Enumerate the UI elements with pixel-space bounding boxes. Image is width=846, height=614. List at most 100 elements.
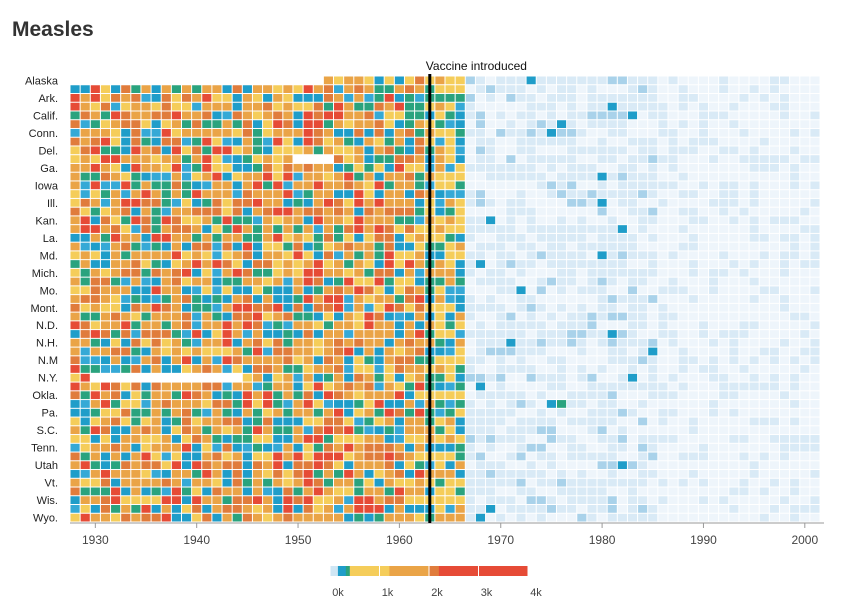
heatmap-cell <box>415 111 425 120</box>
heatmap-cell <box>111 435 121 443</box>
heatmap-cell <box>678 452 688 461</box>
heatmap-cell <box>100 128 111 137</box>
heatmap-cell <box>344 417 354 426</box>
heatmap-cell <box>151 198 161 207</box>
heatmap-cell <box>222 268 232 277</box>
heatmap-cell <box>556 496 567 505</box>
heatmap-cell <box>232 172 242 181</box>
heatmap-cell <box>658 373 668 382</box>
heatmap-cell <box>779 260 790 268</box>
heatmap-cell <box>222 505 232 513</box>
heatmap-cell <box>779 155 790 163</box>
heatmap-cell <box>486 128 496 137</box>
heatmap-cell <box>121 408 131 417</box>
heatmap-cell <box>70 198 80 207</box>
heatmap-cell <box>668 391 678 400</box>
heatmap-cell <box>252 76 263 85</box>
heatmap-cell <box>202 137 212 146</box>
heatmap-cell <box>486 155 496 163</box>
heatmap-cell <box>506 347 516 356</box>
heatmap-cell <box>181 496 192 505</box>
heatmap-cell <box>607 76 617 85</box>
heatmap-cell <box>709 181 719 190</box>
heatmap-cell <box>121 312 131 321</box>
heatmap-cell <box>364 277 374 286</box>
heatmap-cell <box>577 382 587 391</box>
heatmap-cell <box>739 470 749 478</box>
heatmap-cell <box>800 417 810 426</box>
state-label: Del. <box>38 145 58 157</box>
heatmap-cell <box>151 303 161 312</box>
heatmap-cell <box>455 338 465 347</box>
heatmap-cell <box>354 277 364 286</box>
heatmap-cell <box>698 452 709 461</box>
heatmap-cell <box>344 496 354 505</box>
heatmap-cell <box>273 487 283 496</box>
heatmap-cell <box>506 216 516 225</box>
heatmap-cell <box>212 286 222 295</box>
heatmap-cell <box>648 137 658 146</box>
heatmap-cell <box>171 120 181 128</box>
heatmap-cell <box>496 487 506 496</box>
heatmap-cell <box>293 146 303 155</box>
heatmap-cell <box>729 207 739 216</box>
heatmap-cell <box>516 111 526 120</box>
heatmap-cell <box>181 260 192 268</box>
heatmap-cell <box>80 470 90 478</box>
heatmap-cell <box>222 400 232 408</box>
heatmap-cell <box>698 242 709 251</box>
heatmap-cell <box>181 268 192 277</box>
heatmap-cell <box>323 347 334 356</box>
heatmap-cell <box>475 312 486 321</box>
heatmap-cell <box>475 225 486 233</box>
heatmap-cell <box>698 225 709 233</box>
heatmap-cell <box>141 496 151 505</box>
heatmap-cell <box>769 408 779 417</box>
heatmap-cell <box>759 338 769 347</box>
heatmap-cell <box>678 216 688 225</box>
legend-label: 3k <box>481 587 493 599</box>
heatmap-cell <box>486 338 496 347</box>
heatmap-cell <box>445 312 455 321</box>
heatmap-cell <box>394 163 404 172</box>
heatmap-cell <box>404 233 415 242</box>
heatmap-cell <box>800 190 810 198</box>
heatmap-cell <box>394 268 404 277</box>
heatmap-cell <box>739 277 749 286</box>
heatmap-cell <box>181 286 192 295</box>
heatmap-cell <box>577 120 587 128</box>
heatmap-cell <box>181 400 192 408</box>
heatmap-cell <box>354 268 364 277</box>
heatmap-cell <box>70 251 80 260</box>
heatmap-cell <box>597 120 607 128</box>
heatmap-cell <box>263 251 273 260</box>
heatmap-cell <box>496 172 506 181</box>
heatmap-cell <box>678 487 688 496</box>
heatmap-cell <box>556 277 567 286</box>
heatmap-cell <box>627 487 638 496</box>
heatmap-cell <box>698 295 709 303</box>
heatmap-cell <box>607 268 617 277</box>
heatmap-cell <box>404 391 415 400</box>
heatmap-cell <box>334 295 344 303</box>
heatmap-cell <box>131 408 141 417</box>
heatmap-cell <box>303 408 313 417</box>
heatmap-cell <box>374 233 384 242</box>
heatmap-cell <box>364 373 374 382</box>
heatmap-cell <box>607 233 617 242</box>
heatmap-cell <box>283 181 293 190</box>
heatmap-cell <box>384 155 394 163</box>
heatmap-cell <box>394 146 404 155</box>
heatmap-cell <box>455 303 465 312</box>
heatmap-cell <box>486 452 496 461</box>
heatmap-cell <box>334 408 344 417</box>
heatmap-cell <box>151 286 161 295</box>
heatmap-cell <box>242 198 252 207</box>
heatmap-cell <box>404 207 415 216</box>
heatmap-cell <box>627 426 638 435</box>
heatmap-cell <box>273 286 283 295</box>
heatmap-cell <box>567 146 577 155</box>
heatmap-cell <box>709 137 719 146</box>
heatmap-cell <box>486 190 496 198</box>
heatmap-cell <box>769 286 779 295</box>
